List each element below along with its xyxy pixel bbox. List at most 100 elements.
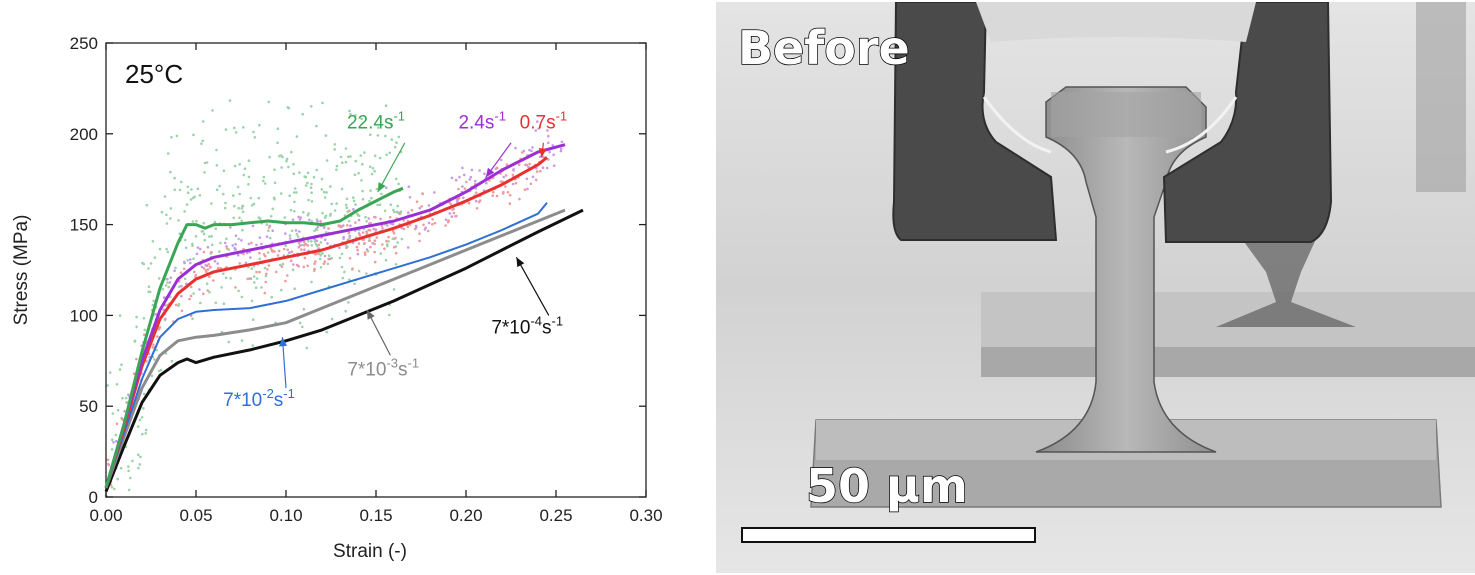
scatter-point [348, 209, 351, 213]
scatter-point [426, 229, 430, 233]
scatter-point [287, 165, 290, 169]
scatter-point [323, 254, 327, 258]
scatter-point [280, 288, 283, 292]
scatter-point [535, 170, 539, 173]
scatter-point [138, 463, 142, 466]
scatter-point [389, 118, 393, 122]
scatter-point [427, 204, 431, 207]
scatter-point [131, 459, 134, 463]
scatter-point [263, 291, 267, 295]
scatter-point [348, 234, 352, 238]
scatter-point [286, 274, 289, 277]
scatter-point [313, 262, 316, 266]
scatter-point [292, 263, 295, 266]
scatter-point [303, 256, 307, 260]
scatter-point [357, 213, 360, 217]
scatter-point [200, 142, 203, 145]
scatter-point [377, 126, 380, 129]
scatter-point [238, 216, 241, 220]
scatter-point [461, 185, 464, 188]
scatter-point [348, 278, 351, 282]
gripper-bridge [976, 2, 1256, 42]
scatter-point [107, 462, 110, 466]
scatter-point [165, 247, 168, 251]
stress-strain-chart: 0.00 0.05 0.10 0.15 0.20 0.25 0.30 0 50 100 150 200… [11, 34, 663, 562]
scatter-point [378, 203, 382, 206]
scatter-point [398, 212, 402, 216]
scatter-point [357, 171, 360, 175]
scatter-point [485, 181, 488, 185]
scatter-point [359, 154, 363, 157]
scatter-point [371, 167, 375, 170]
scatter-point [370, 172, 374, 176]
scatter-point [364, 215, 367, 219]
scatter-point [164, 317, 167, 321]
scatter-point [220, 286, 223, 289]
scatter-point [343, 270, 346, 274]
scatter-point [357, 218, 361, 222]
scatter-point [385, 224, 389, 227]
scatter-point [189, 261, 192, 265]
scatter-point [316, 219, 319, 223]
scatter-point [158, 326, 162, 329]
scatter-point [454, 214, 457, 218]
scatter-point [267, 226, 271, 229]
scatter-point [384, 104, 388, 107]
scatter-point [247, 175, 251, 179]
scatter-point [508, 202, 512, 205]
series-line-22.4s-1 [104, 186, 404, 489]
scatter-point [324, 231, 328, 234]
scatter-point [280, 265, 284, 268]
scatter-point [276, 127, 280, 130]
scatter-point [206, 245, 210, 249]
scatter-point [217, 266, 220, 270]
x-tick-label: 0.30 [629, 506, 662, 525]
scatter-point [310, 240, 313, 243]
scatter-point [292, 191, 296, 194]
scatter-point [531, 146, 534, 149]
scatter-point [207, 262, 210, 266]
scatter-point [391, 223, 395, 226]
scatter-point [251, 318, 255, 322]
scatter-point [276, 141, 279, 145]
scatter-point [184, 246, 188, 250]
scatter-point [315, 252, 318, 256]
scatter-point [152, 343, 155, 347]
scatter-point [153, 256, 157, 259]
scatter-point [392, 208, 395, 212]
series-line-7*10-3s-1 [104, 208, 566, 489]
scatter-point [368, 165, 372, 169]
scatter-point [314, 242, 318, 246]
annotation-arrowhead [485, 167, 495, 178]
scatter-point [444, 224, 447, 227]
scatter-point [293, 287, 297, 291]
scatter-point [262, 253, 266, 256]
scatter-point [468, 178, 472, 181]
scatter-point [361, 231, 365, 234]
scatter-point [269, 215, 273, 218]
x-tick-label: 0.15 [359, 506, 392, 525]
scatter-point [420, 205, 424, 208]
scatter-point [158, 369, 161, 373]
series-line-0.7s-1 [104, 156, 548, 489]
scatter-point [347, 301, 350, 304]
scatter-point [351, 267, 354, 271]
scatter-point [450, 215, 454, 218]
scatter-point [370, 196, 373, 200]
scatter-point [306, 171, 310, 175]
scatter-point [346, 224, 349, 227]
scatter-point [288, 251, 291, 254]
scatter-point [223, 206, 227, 210]
scatter-point [225, 245, 228, 248]
scatter-point [215, 148, 218, 152]
scatter-point [119, 466, 123, 470]
scatter-point [189, 198, 193, 201]
scatter-point [127, 488, 131, 492]
scatter-point [266, 251, 270, 254]
scatter-point [168, 281, 172, 284]
scatter-point [333, 209, 337, 212]
scatter-point [363, 241, 366, 245]
scatter-point [255, 277, 259, 280]
scatter-point [249, 256, 252, 259]
scatter-point [345, 197, 349, 201]
